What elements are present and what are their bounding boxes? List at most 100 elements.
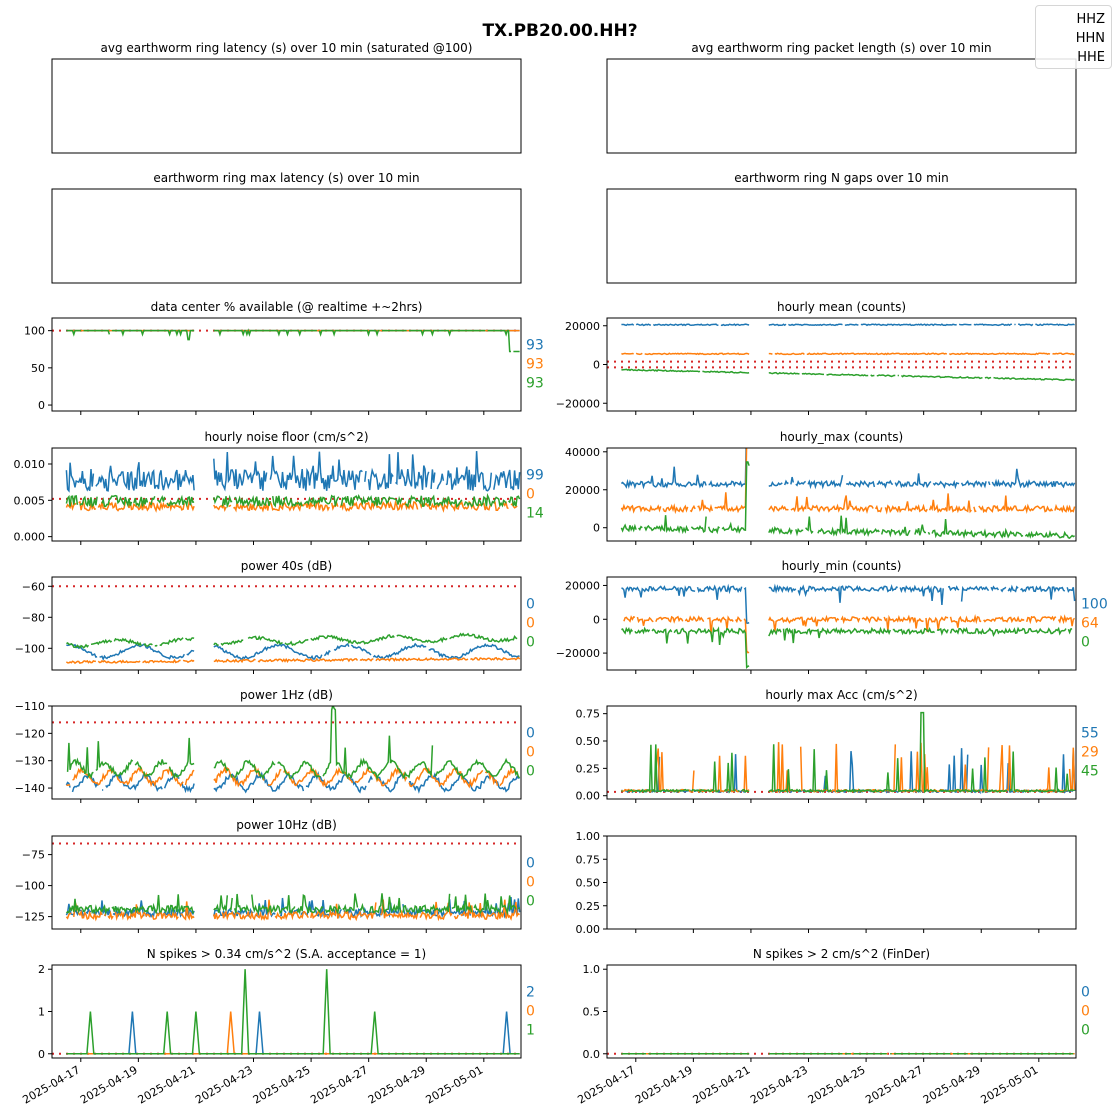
latest-value-hhn: 0 xyxy=(526,875,535,891)
series-line-hhn xyxy=(65,899,520,922)
axes-frame xyxy=(51,447,522,542)
y-tick-label: 0.5 xyxy=(583,1006,601,1019)
x-tick-label: 2025-04-23 xyxy=(748,1063,810,1106)
x-tick-label: 2025-04-29 xyxy=(366,1063,428,1106)
panel-p8: hourly_max (counts) 0 20000 40000 xyxy=(565,430,1077,545)
axes-frame xyxy=(51,188,522,284)
figure-title: TX.PB20.00.HH? xyxy=(482,21,637,41)
panel-p6: hourly mean (counts) −20000 0 20000 xyxy=(556,300,1077,415)
y-tick-label: 0.75 xyxy=(576,853,601,866)
y-tick-label: 20000 xyxy=(565,484,600,497)
y-tick-label: −60 xyxy=(22,580,45,593)
panel-title: power 10Hz (dB) xyxy=(236,818,337,832)
x-tick-label: 2025-04-19 xyxy=(633,1063,695,1106)
x-tick-label: 2025-04-27 xyxy=(863,1063,925,1106)
panel-p15: N spikes > 0.34 cm/s^2 (S.A. acceptance … xyxy=(20,947,535,1107)
legend-entry-hhe: HHE xyxy=(1036,48,1105,67)
latest-value-hhn: 0 xyxy=(526,745,535,761)
plot-area xyxy=(607,711,1076,795)
y-tick-label: −120 xyxy=(15,727,45,740)
series-line-hhn xyxy=(623,614,1076,654)
y-tick-label: 0.25 xyxy=(576,900,601,913)
axes-frame xyxy=(606,964,1077,1059)
plot-area xyxy=(52,969,521,1055)
latest-value-hhe: 1 xyxy=(526,1023,535,1039)
series-line-hhz xyxy=(620,448,1076,490)
legend-label-hhz: HHZ xyxy=(1076,12,1105,27)
latest-value-hhz: 2 xyxy=(526,985,535,1001)
axes-frame xyxy=(51,576,522,671)
series-line-hhe xyxy=(65,492,521,509)
y-tick-label: 40000 xyxy=(565,446,600,459)
latest-value-hhz: 100 xyxy=(1081,597,1108,613)
panel-p4: earthworm ring N gaps over 10 min xyxy=(606,171,1077,284)
panel-title: N spikes > 2 cm/s^2 (FinDer) xyxy=(753,947,930,961)
panel-p10: hourly_min (counts) −20000 0 20000 100 64 0 xyxy=(556,559,1108,674)
latest-value-hhz: 0 xyxy=(526,856,535,872)
y-tick-label: 0.75 xyxy=(576,708,601,721)
latest-value-hhz: 99 xyxy=(526,468,544,484)
series-line-hhn xyxy=(65,656,521,665)
panel-p1: avg earthworm ring latency (s) over 10 m… xyxy=(51,41,522,154)
panel-title: earthworm ring max latency (s) over 10 m… xyxy=(153,171,419,185)
y-tick-label: 1 xyxy=(38,1006,45,1019)
legend-entry-hhz: HHZ xyxy=(1036,10,1105,29)
y-tick-label: 20000 xyxy=(565,320,600,333)
series-line-hhe xyxy=(620,461,1076,539)
series-line-hhe xyxy=(66,969,520,1055)
series-line-hhz xyxy=(621,583,1076,624)
latest-value-hhe: 0 xyxy=(1081,635,1090,651)
y-tick-label: 100 xyxy=(24,325,45,338)
x-tick-label: 2025-04-21 xyxy=(136,1063,198,1106)
plot-area xyxy=(52,451,521,510)
panel-p7: hourly noise floor (cm/s^2) 0.000 0.005 0.0… xyxy=(14,430,544,545)
y-tick-label: −75 xyxy=(22,849,45,862)
latest-value-hhz: 0 xyxy=(526,597,535,613)
panel-title: power 1Hz (dB) xyxy=(240,688,333,702)
y-tick-label: 50 xyxy=(31,362,45,375)
panel-p3: earthworm ring max latency (s) over 10 m… xyxy=(51,171,522,284)
x-tick-label: 2025-04-17 xyxy=(575,1063,637,1106)
y-tick-label: 0.50 xyxy=(576,735,601,748)
series-line-hhz xyxy=(66,642,520,661)
y-tick-label: 0.005 xyxy=(14,494,46,507)
series-line-hhe xyxy=(621,368,1075,382)
axes-frame xyxy=(606,705,1077,800)
latest-value-hhn: 0 xyxy=(526,1004,535,1020)
y-tick-label: 2 xyxy=(38,963,45,976)
x-tick-label: 2025-05-01 xyxy=(423,1063,485,1106)
y-tick-label: 0.000 xyxy=(14,531,46,544)
latest-value-hhe: 0 xyxy=(526,894,535,910)
legend-label-hhe: HHE xyxy=(1077,50,1105,65)
series-line-hhz xyxy=(65,771,520,794)
y-tick-label: 0.0 xyxy=(583,1048,601,1061)
series-line-hhz xyxy=(66,1011,520,1055)
x-tick-label: 2025-04-21 xyxy=(691,1063,753,1106)
y-tick-label: −20000 xyxy=(556,647,600,660)
axes-frame xyxy=(606,835,1077,930)
panel-title: avg earthworm ring packet length (s) ove… xyxy=(691,41,991,55)
panel-title: data center % available (@ realtime +~2h… xyxy=(151,300,423,314)
y-tick-label: −80 xyxy=(22,611,45,624)
panel-title: earthworm ring N gaps over 10 min xyxy=(734,171,948,185)
panel-p9: power 40s (dB) −100 −80 −60 0 0 0 xyxy=(15,559,535,674)
panel-p5: data center % available (@ realtime +~2h… xyxy=(24,300,544,415)
series-line-hhe xyxy=(621,629,1074,668)
plot-area xyxy=(52,585,521,665)
latest-value-hhz: 55 xyxy=(1081,726,1099,742)
latest-value-hhn: 64 xyxy=(1081,616,1099,632)
panel-p16: N spikes > 2 cm/s^2 (FinDer) 0.0 0.5 1.0 202… xyxy=(575,947,1090,1107)
y-tick-label: −125 xyxy=(15,911,45,924)
plot-area xyxy=(607,323,1076,382)
panel-p2: avg earthworm ring packet length (s) ove… xyxy=(606,41,1077,154)
series-line-hhn xyxy=(621,352,1075,356)
latest-value-hhe: 14 xyxy=(526,506,544,522)
y-tick-label: 0 xyxy=(593,359,600,372)
y-tick-label: 0 xyxy=(593,522,600,535)
y-tick-label: −130 xyxy=(15,755,45,768)
panel-title: hourly max Acc (cm/s^2) xyxy=(765,688,917,702)
y-tick-label: −140 xyxy=(15,782,45,795)
axes-frame xyxy=(51,317,522,412)
latest-value-hhn: 93 xyxy=(526,357,544,373)
